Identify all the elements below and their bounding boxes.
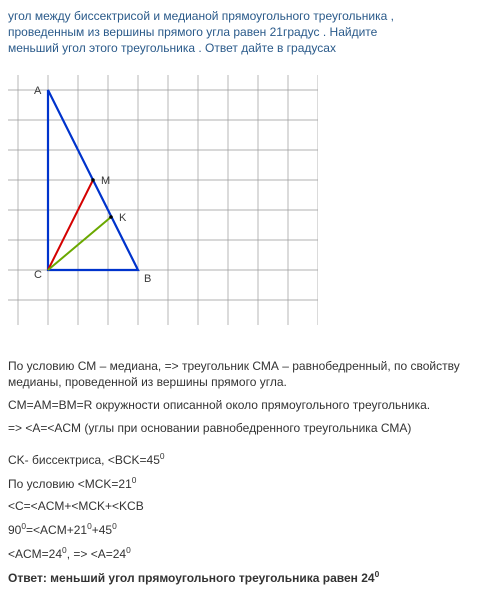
solution-answer: Ответ: меньший угол прямоугольного треуг… bbox=[8, 569, 492, 587]
solution-p3: => <A=<ACM (углы при основании равнобедр… bbox=[8, 420, 492, 437]
problem-statement: угол между биссектрисой и медианой прямо… bbox=[8, 8, 492, 57]
p7a: 90 bbox=[8, 523, 21, 537]
p8b: , => <A=24 bbox=[67, 547, 126, 561]
problem-line-1: угол между биссектрисой и медианой прямо… bbox=[8, 8, 492, 24]
problem-line-3: меньший угол этого треугольника . Ответ … bbox=[8, 40, 492, 56]
p8a: <ACM=24 bbox=[8, 547, 62, 561]
answer-text: Ответ: меньший угол прямоугольного треуг… bbox=[8, 571, 375, 585]
deg-sup: 0 bbox=[132, 475, 137, 485]
deg-sup: 0 bbox=[112, 521, 117, 531]
p4-text: CK- биссектриса, <BCK=45 bbox=[8, 453, 160, 467]
solution-p8: <ACM=240, => <A=240 bbox=[8, 545, 492, 563]
deg-sup: 0 bbox=[160, 451, 165, 461]
solution: По условию СМ – медиана, => треугольник … bbox=[8, 358, 492, 587]
p7b: =<ACM+21 bbox=[26, 523, 87, 537]
svg-text:M: M bbox=[101, 175, 110, 187]
svg-text:B: B bbox=[144, 273, 151, 285]
svg-text:C: C bbox=[34, 269, 42, 281]
diagram: A B C M K bbox=[8, 75, 492, 328]
p5-text: По условию <MCK=21 bbox=[8, 477, 132, 491]
triangle-diagram-svg: A B C M K bbox=[8, 75, 318, 325]
problem-line-2: проведенным из вершины прямого угла раве… bbox=[8, 24, 492, 40]
solution-p1: По условию СМ – медиана, => треугольник … bbox=[8, 358, 492, 392]
solution-p7: 900=<ACM+210+450 bbox=[8, 521, 492, 539]
solution-p4: CK- биссектриса, <BCK=450 bbox=[8, 451, 492, 469]
svg-text:K: K bbox=[119, 212, 127, 224]
svg-text:A: A bbox=[34, 85, 42, 97]
solution-p6: <C=<ACM+<MCK+<KCB bbox=[8, 498, 492, 515]
solution-p5: По условию <MCK=210 bbox=[8, 475, 492, 493]
solution-p2: CM=AM=BM=R окружности описанной около пр… bbox=[8, 397, 492, 414]
deg-sup: 0 bbox=[126, 545, 131, 555]
deg-sup: 0 bbox=[375, 569, 380, 579]
p7c: +45 bbox=[92, 523, 112, 537]
